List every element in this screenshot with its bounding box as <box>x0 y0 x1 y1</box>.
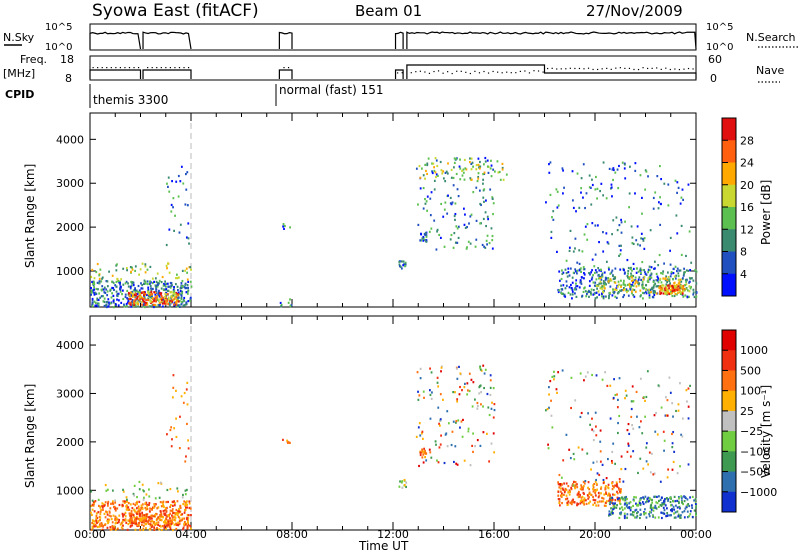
freq-lo-tick: 8 <box>65 72 72 85</box>
y-tick-label: 4000 <box>56 339 84 352</box>
x-tick-label: 08:00 <box>276 528 308 541</box>
freq-label-2: [MHz] <box>3 67 35 80</box>
frequency-panel: Freq. [MHz] 18 8 60 0 Nave <box>3 53 784 85</box>
x-tick-label: 04:00 <box>175 528 207 541</box>
colorbar-tick: −100 <box>740 445 770 458</box>
station-title: Syowa East (fitACF) <box>92 1 259 21</box>
colorbar-swatch <box>722 431 736 452</box>
colorbar-tick: 500 <box>740 364 761 377</box>
nsearch-label: N.Search <box>746 31 796 44</box>
colorbar-swatch <box>722 273 736 297</box>
colorbar-swatch <box>722 330 736 351</box>
y-tick-label: 3000 <box>56 177 84 190</box>
nsky-label: N.Sky <box>3 31 35 44</box>
colorbar-tick: 12 <box>740 223 754 236</box>
noise-left-lo: 10^0 <box>45 42 72 53</box>
noise-right-lo: 10^0 <box>706 42 733 53</box>
velocity-heatmap: 1000 2000 3000 4000 <box>56 315 698 532</box>
y-axis-label-power: Slant Range [km] <box>23 164 37 268</box>
colorbar-tick: 4 <box>740 268 747 281</box>
colorbar-swatch <box>722 471 736 493</box>
colorbar-swatch <box>722 451 736 473</box>
x-tick-label: 00:00 <box>680 528 712 541</box>
time-axis: 00:00 04:00 08:00 12:00 16:00 20:00 00:00 <box>74 528 712 541</box>
colorbar-tick: 25 <box>740 405 754 418</box>
colorbar-tick: 8 <box>740 246 747 259</box>
cpid-row: CPID themis 3300 normal (fast) 151 <box>5 83 383 108</box>
cpid-themis: themis 3300 <box>93 93 168 107</box>
colorbar-swatch <box>722 410 736 432</box>
x-tick-label: 20:00 <box>579 528 611 541</box>
colorbar-swatch <box>722 184 736 208</box>
nave-lo-tick: 0 <box>710 72 717 85</box>
nave-label: Nave <box>756 64 784 77</box>
y-tick-label: 1000 <box>56 484 84 497</box>
colorbar-tick: 100 <box>740 385 761 398</box>
y-tick-label: 4000 <box>56 133 84 146</box>
y-tick-label: 3000 <box>56 387 84 400</box>
noise-right-hi: 10^5 <box>706 22 733 33</box>
noise-sky-trace <box>89 31 697 50</box>
y-tick-label: 2000 <box>56 436 84 449</box>
x-tick-label: 00:00 <box>74 528 106 541</box>
colorbar-swatch <box>722 350 736 371</box>
power-colorbar: 28 24 20 16 12 8 4 <box>721 117 754 297</box>
colorbar-swatch <box>722 251 736 275</box>
power-heatmap: 1000 2000 3000 4000 <box>56 112 698 309</box>
velocity-colorbar: 1000 500 100 25 −25 −100 −500 −1000 <box>721 329 777 513</box>
noise-left-hi: 10^5 <box>45 22 72 33</box>
colorbar-tick: −25 <box>740 425 763 438</box>
freq-label-1: Freq. <box>20 53 47 66</box>
colorbar-swatch <box>722 207 736 230</box>
colorbar-tick: −500 <box>740 466 770 479</box>
colorbar-tick: −1000 <box>740 486 777 499</box>
colorbar-tick: 1000 <box>740 344 768 357</box>
colorbar-swatch <box>722 140 736 163</box>
colorbar-swatch <box>722 229 736 252</box>
colorbar-swatch <box>722 370 736 392</box>
colorbar-tick: 16 <box>740 201 754 214</box>
x-tick-label: 12:00 <box>377 528 409 541</box>
y-axis-label-velocity: Slant Range [km] <box>23 384 37 488</box>
freq-hi-tick: 18 <box>60 53 74 66</box>
power-colorbar-label: Power [dB] <box>759 180 773 245</box>
velocity-colorbar-label: Velocity [m s⁻¹] <box>759 385 773 478</box>
nave-hi-tick: 60 <box>708 53 722 66</box>
noise-panel: N.Sky 10^5 10^0 10^5 10^0 N.Search <box>3 22 798 53</box>
colorbar-tick: 20 <box>740 179 754 192</box>
date-title: 27/Nov/2009 <box>586 2 683 20</box>
colorbar-swatch <box>722 491 736 513</box>
colorbar-swatch <box>722 118 736 141</box>
beam-title: Beam 01 <box>355 2 422 20</box>
cpid-normal: normal (fast) 151 <box>279 83 383 97</box>
cpid-label: CPID <box>5 88 34 101</box>
x-axis-label: Time UT <box>358 539 409 553</box>
x-tick-label: 16:00 <box>478 528 510 541</box>
colorbar-swatch <box>722 162 736 186</box>
y-tick-label: 2000 <box>56 221 84 234</box>
frequency-trace <box>89 64 697 79</box>
colorbar-tick: 24 <box>740 157 754 170</box>
colorbar-swatch <box>722 390 736 412</box>
colorbar-tick: 28 <box>740 134 754 147</box>
y-tick-label: 1000 <box>56 265 84 278</box>
